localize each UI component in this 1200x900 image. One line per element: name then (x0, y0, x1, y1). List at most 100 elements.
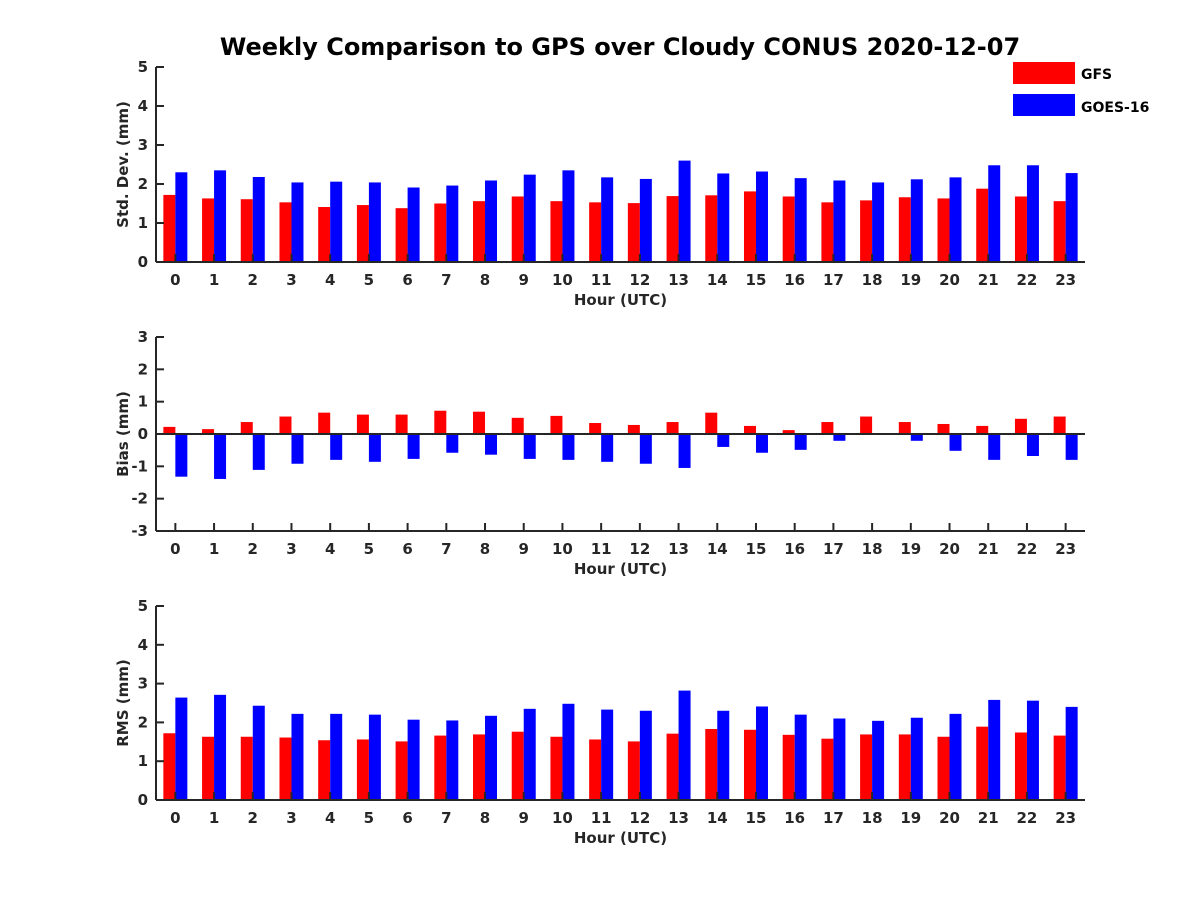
std-dev-y-tick-label: 0 (138, 253, 148, 271)
rms-x-tick-label: 7 (441, 809, 451, 827)
bias-x-tick-label: 6 (402, 540, 412, 558)
rms-x-tick-label: 4 (325, 809, 335, 827)
bias-bar-goes16-4 (330, 434, 343, 460)
std-dev-x-tick-label: 6 (402, 271, 412, 289)
bias-y-tick-label: 1 (138, 393, 148, 411)
std-dev-bar-goes16-15 (755, 171, 768, 262)
bias-x-tick-label: 11 (591, 540, 612, 558)
bias-x-tick-label: 7 (441, 540, 451, 558)
rms-x-tick-label: 18 (862, 809, 883, 827)
std-dev-x-tick-label: 13 (668, 271, 689, 289)
rms-x-tick-label: 14 (707, 809, 728, 827)
rms-x-tick-label: 1 (209, 809, 219, 827)
std-dev-x-tick-label: 2 (248, 271, 258, 289)
std-dev-bar-goes16-3 (291, 182, 304, 262)
rms-y-tick-label: 4 (138, 636, 148, 654)
rms-bar-goes16-0 (175, 697, 188, 800)
bias-bar-goes16-21 (988, 434, 1001, 460)
bias-x-axis-label: Hour (UTC) (574, 560, 667, 578)
std-dev-x-tick-label: 10 (552, 271, 573, 289)
bias-y-tick-label: -1 (131, 457, 148, 475)
std-dev-bar-gfs-22 (1014, 196, 1027, 262)
std-dev-x-tick-label: 23 (1055, 271, 1076, 289)
bias-bar-goes16-16 (794, 434, 807, 450)
std-dev-bar-gfs-10 (550, 201, 563, 262)
bias-y-tick-label: 0 (138, 425, 148, 443)
std-dev-bar-gfs-15 (743, 191, 756, 262)
std-dev-bar-gfs-2 (240, 199, 253, 262)
rms-x-tick-label: 20 (939, 809, 960, 827)
bias-bar-goes16-0 (175, 434, 188, 477)
bias-bar-gfs-7 (434, 410, 447, 434)
std-dev-x-tick-label: 15 (746, 271, 767, 289)
std-dev-bar-gfs-20 (937, 198, 950, 262)
std-dev-x-axis-label: Hour (UTC) (574, 291, 667, 309)
bias-x-tick-label: 8 (480, 540, 490, 558)
bias-bar-gfs-20 (937, 423, 950, 434)
bias-bar-goes16-15 (755, 434, 768, 453)
bias-bar-goes16-8 (485, 434, 498, 455)
std-dev-bar-goes16-21 (988, 165, 1001, 262)
bias-bar-goes16-2 (252, 434, 265, 470)
rms-x-tick-label: 21 (978, 809, 999, 827)
bias-bar-goes16-9 (523, 434, 536, 459)
rms-x-tick-label: 5 (364, 809, 374, 827)
bias-x-tick-label: 12 (629, 540, 650, 558)
bias-bar-gfs-15 (743, 425, 756, 434)
std-dev-x-tick-label: 0 (170, 271, 180, 289)
bias-bar-goes16-19 (910, 434, 923, 441)
std-dev-bar-gfs-13 (666, 196, 679, 262)
bias-x-tick-label: 14 (707, 540, 728, 558)
rms-x-tick-label: 17 (823, 809, 844, 827)
bias-bar-gfs-17 (821, 422, 834, 434)
std-dev-x-tick-label: 19 (900, 271, 921, 289)
bias-y-tick-label: -2 (131, 490, 148, 508)
bias-bar-gfs-5 (356, 414, 369, 434)
rms-bar-gfs-12 (627, 741, 640, 800)
rms-bar-goes16-20 (949, 713, 962, 800)
std-dev-x-tick-label: 17 (823, 271, 844, 289)
bias-y-axis-label: Bias (mm) (114, 391, 132, 477)
bias-bar-gfs-4 (318, 412, 331, 434)
bias-bar-gfs-19 (898, 422, 911, 434)
std-dev-bar-gfs-1 (202, 198, 215, 262)
rms-bar-gfs-4 (318, 740, 331, 800)
std-dev-x-tick-label: 12 (629, 271, 650, 289)
rms-bar-goes16-9 (523, 708, 536, 800)
bias-bar-goes16-7 (446, 434, 459, 453)
std-dev-y-tick-label: 5 (138, 58, 148, 76)
rms-bar-goes16-21 (988, 699, 1001, 800)
bias-x-tick-label: 16 (784, 540, 805, 558)
std-dev-x-tick-label: 18 (862, 271, 883, 289)
std-dev-x-tick-label: 16 (784, 271, 805, 289)
bias-bar-gfs-9 (511, 417, 524, 434)
bias-bar-goes16-3 (291, 434, 304, 464)
rms-bar-gfs-14 (705, 729, 718, 800)
std-dev-y-tick-label: 3 (138, 136, 148, 154)
rms-bar-goes16-19 (910, 717, 923, 800)
legend: GFS GOES-16 (1013, 62, 1149, 116)
rms-bar-goes16-13 (678, 690, 691, 800)
std-dev-bar-gfs-7 (434, 203, 447, 262)
bias-bar-goes16-17 (833, 434, 846, 441)
bias-y-tick-label: 3 (138, 328, 148, 346)
rms-bar-goes16-16 (794, 714, 807, 800)
rms-y-tick-label: 0 (138, 791, 148, 809)
rms-bar-goes16-18 (872, 720, 885, 800)
bias-bar-gfs-0 (163, 426, 176, 434)
rms-bar-gfs-11 (589, 739, 602, 800)
std-dev-x-tick-label: 9 (519, 271, 529, 289)
std-dev-bar-goes16-1 (214, 170, 227, 262)
rms-bar-gfs-3 (279, 737, 292, 800)
rms-x-tick-label: 11 (591, 809, 612, 827)
rms-bar-goes16-23 (1065, 706, 1078, 800)
rms-bar-gfs-18 (860, 734, 873, 800)
std-dev-bar-goes16-18 (872, 182, 885, 262)
bias-x-tick-label: 17 (823, 540, 844, 558)
std-dev-bar-goes16-14 (717, 173, 730, 262)
rms-bar-gfs-9 (511, 731, 524, 800)
std-dev-bar-goes16-0 (175, 172, 188, 262)
rms-bar-goes16-15 (755, 706, 768, 800)
